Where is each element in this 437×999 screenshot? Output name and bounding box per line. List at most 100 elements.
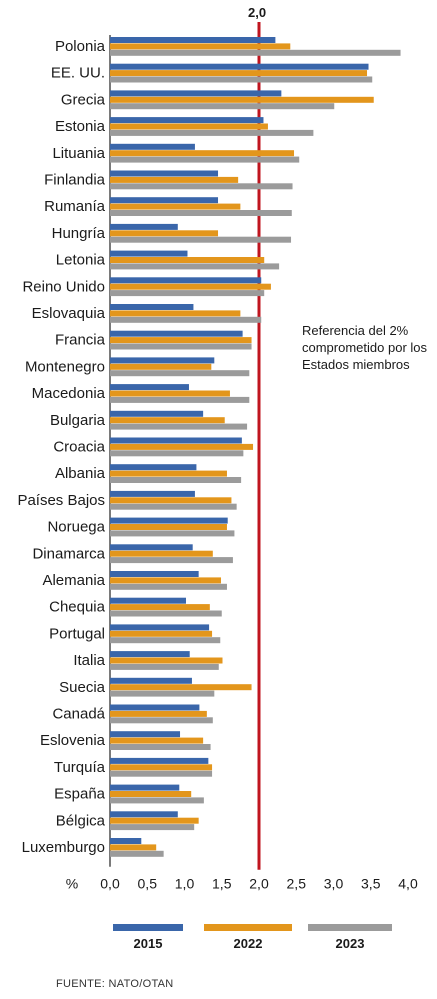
bar-2023	[110, 477, 242, 483]
bar-2023	[110, 103, 335, 110]
bar-2015	[110, 117, 264, 124]
category-label: Letonia	[56, 252, 106, 269]
bar-2022	[110, 176, 239, 183]
bar-2022	[110, 43, 291, 50]
category-label: Albania	[55, 465, 106, 482]
category-label: Polonia	[55, 38, 106, 55]
x-tick-label: 2,0	[249, 876, 269, 892]
bar-2022	[110, 417, 225, 424]
bar-2023	[110, 717, 213, 724]
bar-2015	[110, 37, 276, 43]
legend-label: 2022	[234, 936, 263, 951]
bar-2015	[110, 250, 188, 257]
bar-2023	[110, 663, 219, 670]
bar-2015	[110, 838, 142, 844]
x-tick-label: 1,5	[212, 876, 232, 892]
bar-2022	[110, 363, 212, 370]
bar-2023	[110, 49, 401, 56]
category-label: Lituania	[52, 145, 105, 162]
bar-2022	[110, 123, 268, 130]
bar-2022	[110, 470, 227, 477]
reference-note: Referencia del 2% comprometido por los E…	[302, 323, 427, 372]
bar-2022	[110, 497, 232, 504]
category-label: Bélgica	[56, 812, 106, 829]
x-unit-label: %	[66, 876, 78, 892]
legend-label: 2023	[336, 936, 365, 951]
bar-2022	[110, 257, 265, 263]
category-label: Francia	[55, 332, 106, 349]
bar-2022	[110, 96, 374, 103]
bar-2022	[110, 737, 204, 744]
bar-2023	[110, 396, 250, 403]
bar-2023	[110, 557, 233, 564]
bar-2022	[110, 604, 210, 611]
x-tick-label: 1,0	[175, 876, 195, 892]
bar-2022	[110, 203, 241, 210]
bar-2023	[110, 370, 250, 377]
category-label: Finlandia	[44, 172, 106, 189]
bar-2023	[110, 210, 292, 216]
bar-2015	[110, 197, 219, 204]
bar-2022	[110, 550, 213, 557]
bar-2023	[110, 183, 293, 190]
category-label: Eslovenia	[40, 732, 106, 749]
bar-2015	[110, 517, 228, 524]
category-label: Luxemburgo	[22, 839, 105, 856]
category-label: Portugal	[49, 625, 105, 642]
category-label: Estonia	[55, 118, 106, 135]
bar-2022	[110, 443, 254, 450]
bar-2022	[110, 764, 213, 771]
source-note: FUENTE: NATO/OTAN	[56, 978, 174, 990]
bar-2015	[110, 651, 190, 658]
bar-2022	[110, 684, 252, 691]
bar-2015	[110, 357, 215, 364]
bar-2015	[110, 143, 195, 150]
bar-2015	[110, 757, 209, 764]
category-label: Italia	[73, 652, 105, 669]
category-label: Alemania	[42, 572, 105, 589]
category-label: Dinamarca	[32, 545, 105, 562]
reference-line-label: 2,0	[248, 5, 267, 20]
bar-2023	[110, 770, 213, 777]
bar-2023	[110, 343, 252, 350]
category-label: Reino Unido	[22, 278, 105, 295]
bar-2023	[110, 824, 195, 831]
x-tick-label: 3,5	[361, 876, 381, 892]
bar-2023	[110, 583, 227, 590]
x-tick-label: 2,5	[287, 876, 307, 892]
category-label: Croacia	[53, 439, 105, 456]
bar-2023	[110, 610, 222, 617]
category-label: Rumanía	[44, 198, 106, 215]
bar-2022	[110, 577, 222, 584]
bar-2023	[110, 450, 244, 457]
category-label: Suecia	[59, 679, 106, 696]
bar-2015	[110, 811, 178, 818]
bar-2022	[110, 337, 252, 344]
bar-2015	[110, 410, 204, 417]
bar-2023	[110, 76, 373, 83]
bar-2015	[110, 304, 194, 310]
x-tick-label: 0,5	[138, 876, 158, 892]
bar-2022	[110, 817, 199, 824]
legend-swatch-2015	[113, 924, 183, 931]
category-label: EE. UU.	[51, 65, 105, 82]
legend: 2015 2022 2023	[113, 924, 392, 951]
category-label: Hungría	[52, 225, 106, 242]
bar-2023	[110, 263, 280, 270]
bar-2015	[110, 464, 197, 471]
legend-swatch-2023	[308, 924, 392, 931]
bar-2022	[110, 844, 157, 851]
category-label: Macedonia	[32, 385, 106, 402]
bar-2022	[110, 657, 223, 664]
bar-2023	[110, 850, 164, 857]
bar-2015	[110, 63, 369, 70]
bar-2022	[110, 150, 295, 157]
bar-2022	[110, 390, 230, 397]
category-label: Turquía	[54, 759, 106, 776]
category-label: España	[54, 786, 106, 803]
bar-2015	[110, 544, 193, 551]
bar-2023	[110, 423, 248, 430]
bar-2015	[110, 277, 262, 284]
bar-2015	[110, 490, 195, 497]
